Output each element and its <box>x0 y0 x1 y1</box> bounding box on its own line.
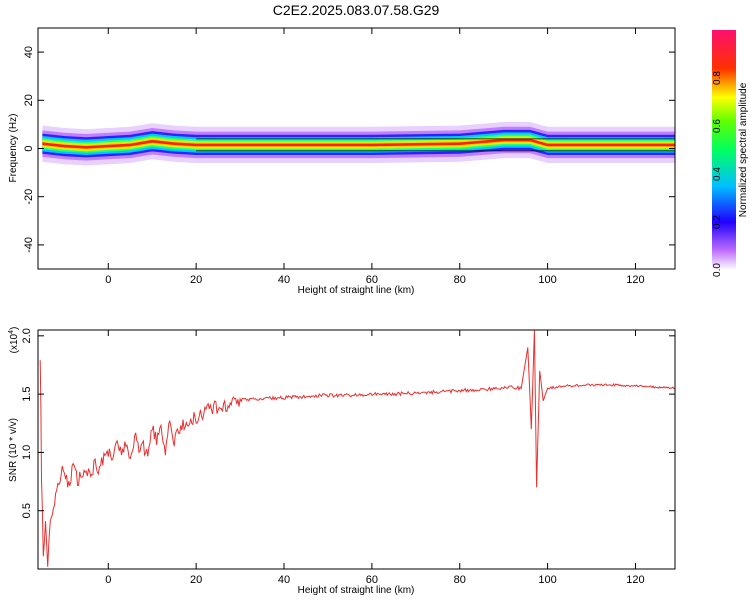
x-tick-label: 100 <box>538 574 556 586</box>
y-tick-label: 0.5 <box>21 503 33 518</box>
colorbar-tick-label: 0.0 <box>712 263 723 277</box>
spectrogram-y-axis-label: Frequency (Hz) <box>8 114 19 183</box>
y-tick-label: 0 <box>23 145 35 151</box>
colorbar-label: Normalized spectral amplitude <box>738 82 749 217</box>
spectrogram-x-ticks: 0 20 40 60 80 100 120 <box>105 28 645 286</box>
x-tick-label: 20 <box>190 274 202 286</box>
y-tick-label: 1.0 <box>21 445 33 460</box>
ridge-band-7 <box>42 138 675 149</box>
snr-x-axis-label: Height of straight line (km) <box>298 585 415 596</box>
y-tick-label: 1.5 <box>21 386 33 401</box>
colorbar-ticks: 0.0 0.2 0.4 0.6 0.8 <box>712 71 723 277</box>
snr-y-ticks: 0.5 1.0 1.5 2.0 <box>21 328 675 518</box>
colorbar-gradient <box>712 30 736 270</box>
x-tick-label: 0 <box>105 274 111 286</box>
spectrogram-y-ticks: -40 -20 0 20 40 <box>23 46 675 253</box>
x-tick-label: 120 <box>626 274 644 286</box>
x-tick-label: 60 <box>366 274 378 286</box>
x-tick-label: 60 <box>366 574 378 586</box>
y-tick-label: 2.0 <box>21 328 33 343</box>
snr-frame <box>37 329 676 570</box>
x-tick-label: 0 <box>105 574 111 586</box>
colorbar-tick-label: 0.6 <box>712 119 723 133</box>
x-tick-label: 40 <box>278 274 290 286</box>
snr-scale-label: (x104) <box>8 327 20 354</box>
spectrogram-x-axis-label: Height of straight line (km) <box>298 285 415 296</box>
y-tick-label: -40 <box>23 237 35 253</box>
snr-series-line <box>39 329 676 567</box>
y-tick-label: -20 <box>23 189 35 205</box>
snr-y-axis-label: SNR (10 * v/v) <box>8 418 19 482</box>
snr-scale-text: (x10 <box>9 333 20 353</box>
snr-line <box>39 329 676 567</box>
spectrogram-panel: 0 20 40 60 80 100 120 -40 -20 0 20 40 Height of st… <box>8 27 676 296</box>
colorbar-tick-label: 0.2 <box>712 215 723 229</box>
snr-scale-exp: 4 <box>8 330 15 334</box>
snr-panel: 0 20 40 60 80 100 120 0.5 1.0 1.5 2.0 Height of s… <box>8 327 676 596</box>
spectrogram-heatmap <box>42 122 675 166</box>
y-tick-label: 20 <box>23 94 35 106</box>
x-tick-label: 20 <box>190 574 202 586</box>
colorbar-tick-label: 0.4 <box>712 167 723 181</box>
svg-text:(x104): (x104) <box>8 327 20 354</box>
chart-title: C2E2.2025.083.07.58.G29 <box>273 2 440 18</box>
y-tick-label: 40 <box>23 46 35 58</box>
snr-x-ticks: 0 20 40 60 80 100 120 <box>105 330 645 586</box>
x-tick-label: 100 <box>538 274 556 286</box>
colorbar-tick-label: 0.8 <box>712 71 723 85</box>
colorbar: 0.0 0.2 0.4 0.6 0.8 Normalized spectral ampl… <box>712 30 749 277</box>
x-tick-label: 120 <box>626 574 644 586</box>
x-tick-label: 80 <box>454 574 466 586</box>
x-tick-label: 80 <box>454 274 466 286</box>
x-tick-label: 40 <box>278 574 290 586</box>
